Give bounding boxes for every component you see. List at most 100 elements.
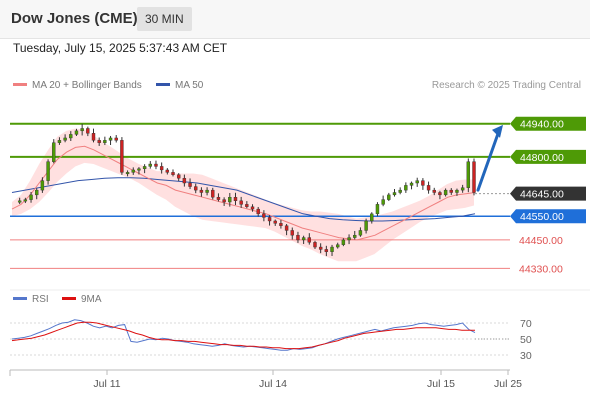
forecast-arrow-head xyxy=(492,124,503,138)
candle-body xyxy=(205,189,209,193)
level-label-2: 44645.00 xyxy=(520,189,564,201)
rsi-tick-0: 70 xyxy=(520,318,532,330)
x-tick-label-3: Jul 25 xyxy=(494,378,522,390)
candle-body xyxy=(103,140,107,143)
candle-body xyxy=(74,130,79,135)
candle-body xyxy=(194,186,198,191)
candle-body xyxy=(324,249,329,252)
level-tag-3: 44550.00 xyxy=(510,209,586,224)
candle-body xyxy=(137,168,141,171)
candle-body xyxy=(421,180,425,186)
x-tick-label-2: Jul 15 xyxy=(427,378,455,390)
candle-body xyxy=(341,239,346,245)
level-label-3: 44550.00 xyxy=(520,211,564,223)
candle-body xyxy=(262,213,266,218)
candle-body xyxy=(358,230,363,236)
ma20-line xyxy=(11,145,476,241)
candle-body xyxy=(290,230,294,236)
candle-body xyxy=(222,199,226,203)
candle-body xyxy=(370,213,374,222)
forecast-arrow-line xyxy=(476,129,501,192)
level-label-1: 44800.00 xyxy=(520,152,564,164)
candle-body xyxy=(142,166,147,169)
candle-body xyxy=(466,161,471,188)
ma9-legend-label: 9MA xyxy=(81,294,102,305)
candle-body xyxy=(125,172,130,175)
candle-body xyxy=(46,161,50,181)
candle-body xyxy=(375,204,380,215)
level-tag-0: 44940.00 xyxy=(510,116,586,131)
timeframe-button[interactable]: 30 MIN xyxy=(137,7,192,31)
rsi-swatch xyxy=(13,296,27,300)
candle-body xyxy=(250,206,255,210)
rsi-tick-1: 50 xyxy=(520,334,532,346)
level-tag-1: 44800.00 xyxy=(510,149,586,164)
candle-body xyxy=(199,189,204,193)
candle-body xyxy=(353,234,357,238)
candle-body xyxy=(432,189,436,193)
ma9-swatch xyxy=(62,296,76,300)
candle-body xyxy=(57,140,62,143)
level-tag-2: 44645.00 xyxy=(510,186,586,201)
candle-body xyxy=(171,172,175,175)
rsi-legend-label: RSI xyxy=(32,294,49,305)
candle-body xyxy=(86,128,90,134)
candle-body xyxy=(29,194,33,200)
candle-body xyxy=(91,133,96,141)
candle-body xyxy=(455,189,459,193)
candle-body xyxy=(347,237,351,241)
candle-body xyxy=(273,220,277,224)
level-label-0: 44940.00 xyxy=(520,119,564,131)
candle-body xyxy=(69,134,73,139)
candle-body xyxy=(176,174,181,179)
chart-header: Dow Jones (CME) 30 MIN xyxy=(0,0,590,39)
candle-body xyxy=(239,200,243,205)
candle-body xyxy=(404,185,408,191)
rsi-line xyxy=(11,319,476,351)
instrument-title: Dow Jones (CME) xyxy=(11,10,138,27)
candle-body xyxy=(35,189,39,196)
ma20-swatch xyxy=(13,82,27,86)
rsi-ma9-line xyxy=(11,321,475,350)
candle-body xyxy=(148,163,152,167)
candle-body xyxy=(330,246,334,252)
candle-body xyxy=(267,217,272,222)
candle-body xyxy=(216,197,221,200)
candle-body xyxy=(438,192,442,196)
ma20-legend-label: MA 20 + Bollinger Bands xyxy=(32,80,142,91)
candle-body xyxy=(409,182,414,186)
candle-body xyxy=(120,140,124,173)
legend-ma9: 9MA xyxy=(62,294,102,305)
candle-body xyxy=(307,237,312,243)
candle-body xyxy=(154,163,158,167)
candle-body xyxy=(40,180,45,191)
candle-body xyxy=(301,237,306,241)
candle-body xyxy=(188,182,192,187)
candle-body xyxy=(387,194,391,200)
bollinger-bands xyxy=(12,128,474,262)
candle-body xyxy=(52,142,56,162)
candle-body xyxy=(415,180,419,184)
candle-body xyxy=(131,169,135,173)
candle-body xyxy=(279,223,283,226)
candle-body xyxy=(392,192,397,196)
candle-body xyxy=(182,178,187,184)
candle-body xyxy=(336,244,340,248)
candle-body xyxy=(245,204,249,207)
credit-text: Research © 2025 Trading Central xyxy=(431,80,581,91)
candle-body xyxy=(364,220,368,231)
candle-body xyxy=(426,185,431,191)
candle-body xyxy=(284,225,289,231)
candle-body xyxy=(63,137,67,141)
candle-body xyxy=(296,234,300,241)
candle-body xyxy=(472,161,476,193)
candle-body xyxy=(313,242,317,248)
candle-body xyxy=(443,189,448,196)
x-tick-label-0: Jul 11 xyxy=(93,378,120,390)
candle-body xyxy=(381,199,385,205)
legend-ma20: MA 20 + Bollinger Bands xyxy=(13,80,142,91)
candle-body xyxy=(449,189,453,193)
candle-body xyxy=(108,137,113,141)
candle-body xyxy=(97,140,101,143)
candle-body xyxy=(159,166,164,171)
